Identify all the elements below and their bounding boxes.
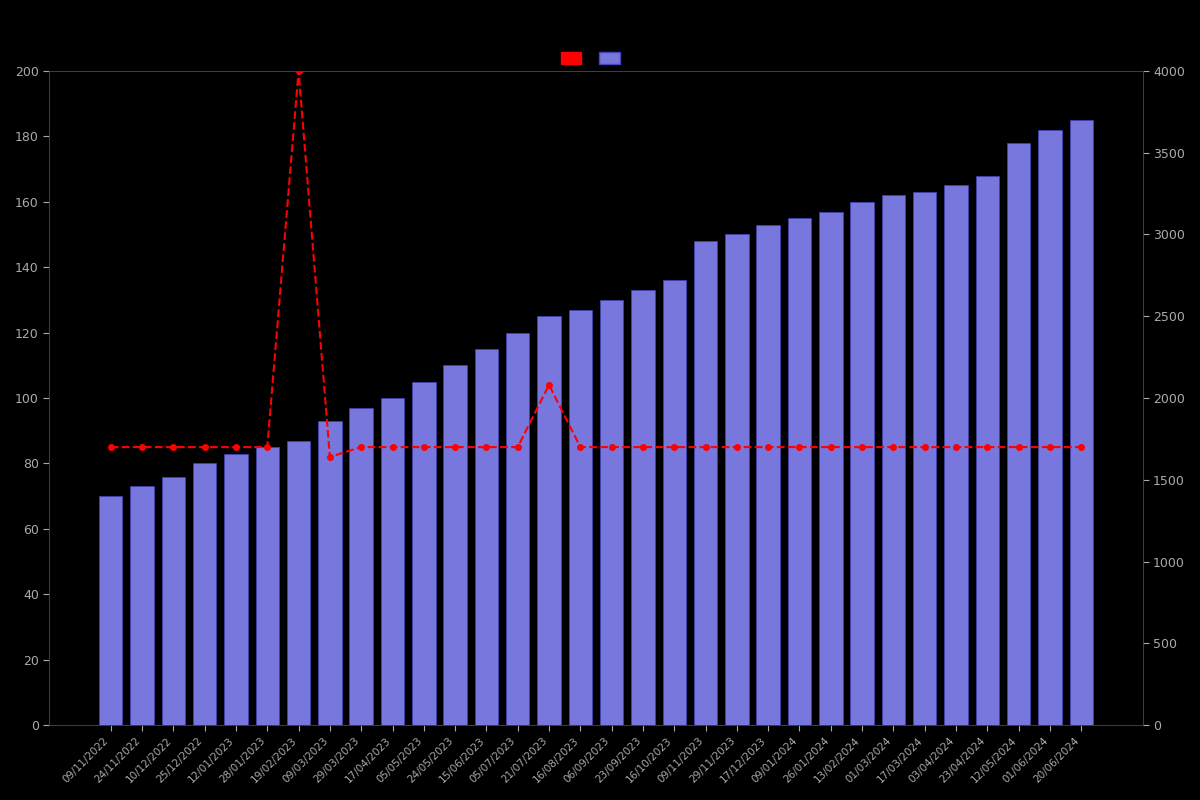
Bar [913, 192, 936, 725]
Bar [318, 421, 342, 725]
Bar [944, 186, 967, 725]
Bar [882, 195, 905, 725]
Bar [412, 382, 436, 725]
Bar [162, 477, 185, 725]
Bar [1038, 130, 1062, 725]
Bar [1007, 143, 1031, 725]
Bar [349, 408, 373, 725]
Bar [787, 218, 811, 725]
Bar [193, 463, 216, 725]
Bar [662, 280, 686, 725]
Bar [380, 398, 404, 725]
Bar [851, 202, 874, 725]
Bar [256, 447, 280, 725]
Bar [631, 290, 655, 725]
Bar [538, 316, 560, 725]
Bar [506, 333, 529, 725]
Bar [600, 300, 623, 725]
Bar [820, 211, 842, 725]
Bar [756, 225, 780, 725]
Legend: , : , [553, 45, 638, 73]
Bar [98, 496, 122, 725]
Bar [1069, 120, 1093, 725]
Bar [224, 454, 247, 725]
Bar [443, 366, 467, 725]
Bar [287, 441, 311, 725]
Bar [475, 349, 498, 725]
Bar [694, 241, 718, 725]
Bar [569, 310, 592, 725]
Bar [131, 486, 154, 725]
Bar [725, 234, 749, 725]
Bar [976, 175, 1000, 725]
